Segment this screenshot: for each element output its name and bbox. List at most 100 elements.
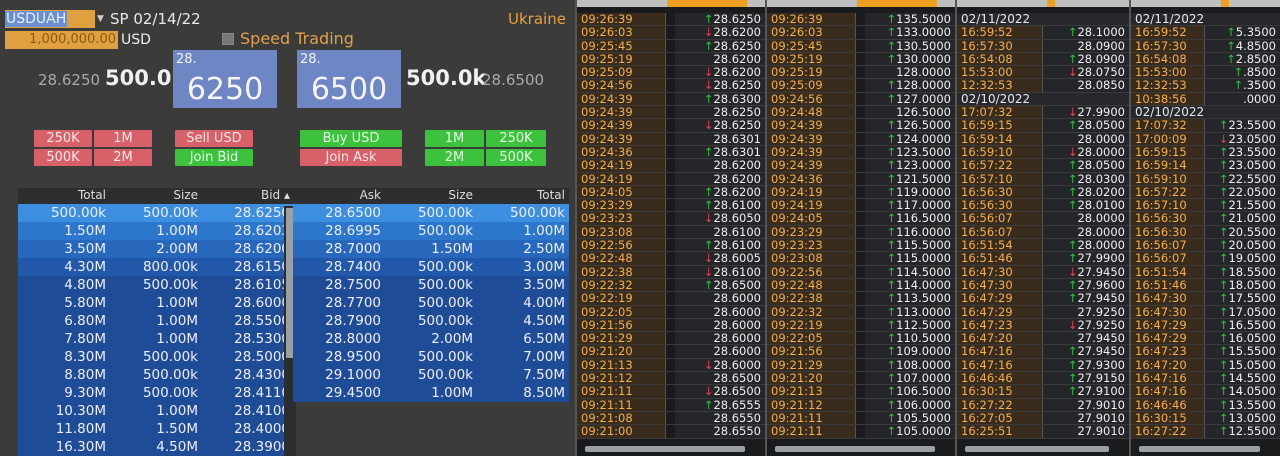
tick-row[interactable]: 09:24:19 28.6200	[577, 159, 765, 173]
tick-row[interactable]: 09:22:56 ↑114.5000	[767, 265, 955, 279]
tick-row[interactable]: 15:53:00 ↑.8500	[1131, 66, 1280, 80]
buy-qty-2m-button[interactable]: 2M	[425, 149, 484, 166]
tick-row[interactable]: 09:24:19 ↑119.0000	[767, 185, 955, 200]
tick-row[interactable]: 09:22:05 ↑110.5000	[767, 331, 955, 346]
tick-row[interactable]: 16:51:54 ↑18.5500	[1131, 265, 1280, 279]
sell-qty-500k-button[interactable]: 500K	[34, 149, 92, 166]
tick-row[interactable]: 12:32:53 ↑.3500	[1131, 79, 1280, 93]
tick-row[interactable]: 09:22:38 ↑113.5000	[767, 292, 955, 306]
depth-row[interactable]: 6.80M 1.00M 28.5500	[18, 312, 294, 330]
tick-row[interactable]: 16:47:30 ↑17.5500	[1131, 292, 1280, 306]
tick-row[interactable]: 16:56:30 ↑28.0200	[957, 185, 1129, 200]
depth-row[interactable]: 28.6995 500.00k 1.00M	[293, 222, 569, 240]
tick-row[interactable]: 16:47:30 ↑27.9600	[957, 278, 1129, 293]
tick-row[interactable]: 09:22:48 ↑114.0000	[767, 278, 955, 293]
tick-row[interactable]: 16:59:52 ↑5.3500	[1131, 26, 1280, 40]
buy-qty-1m-button[interactable]: 1M	[425, 130, 484, 147]
tick-row[interactable]: 16:47:23 ↓27.9250	[957, 318, 1129, 333]
tick-row[interactable]: 09:21:29 ↑108.0000	[767, 358, 955, 373]
tick-row[interactable]: 09:24:39 28.6250	[577, 105, 765, 120]
horizontal-scrollbar[interactable]	[1139, 446, 1260, 452]
tick-row[interactable]: 09:21:00 28.6550	[577, 425, 765, 439]
buy-qty-250k-button[interactable]: 250K	[486, 130, 546, 147]
tick-row[interactable]: 09:25:19 128.0000	[767, 66, 955, 80]
tick-row[interactable]: 09:24:19 ↑117.0000	[767, 198, 955, 213]
tick-row[interactable]: 09:22:32 ↑113.0000	[767, 305, 955, 319]
tick-row[interactable]: 09:21:12 28.6500	[577, 371, 765, 386]
tick-row[interactable]: 09:24:39 ↑123.0000	[767, 159, 955, 173]
tick-row[interactable]: 09:26:39 ↑28.6250	[577, 12, 765, 27]
join-bid-button[interactable]: Join Bid	[175, 149, 253, 166]
depth-row[interactable]: 1.50M 1.00M 28.6203	[18, 222, 294, 240]
tick-row[interactable]: 16:57:10 ↑28.0300	[957, 172, 1129, 186]
tick-row[interactable]: 16:57:22 ↑28.0500	[957, 159, 1129, 173]
buy-qty-500k-button[interactable]: 500K	[486, 149, 546, 166]
tick-row[interactable]: 17:00:09 ↓23.0500	[1131, 132, 1280, 146]
tick-row[interactable]: 16:51:46 ↑27.9900	[957, 252, 1129, 266]
tick-row[interactable]: 09:21:11 ↑105.5000	[767, 411, 955, 426]
tick-row[interactable]: 17:07:32 ↓27.9900	[957, 105, 1129, 120]
tick-row[interactable]: 16:47:16 ↑14.5500	[1131, 371, 1280, 386]
tick-row[interactable]: 09:22:32 ↑28.6500	[577, 278, 765, 293]
tick-row[interactable]: 09:25:19 ↑130.0000	[767, 52, 955, 67]
tick-row[interactable]: 09:24:36 ↑121.5000	[767, 172, 955, 186]
depth-row[interactable]: 29.1000 500.00k 7.50M	[293, 366, 569, 384]
depth-row[interactable]: 28.7900 500.00k 4.50M	[293, 312, 569, 330]
tick-row[interactable]: 16:56:07 ↑19.0500	[1131, 252, 1280, 266]
horizontal-scrollbar[interactable]	[775, 446, 935, 452]
tick-row[interactable]: 16:57:22 ↑22.0500	[1131, 185, 1280, 200]
horizontal-scrollbar[interactable]	[585, 446, 745, 452]
depth-row[interactable]: 10.30M 1.00M 28.4100	[18, 402, 294, 420]
tick-row[interactable]: 16:51:46 ↑18.0500	[1131, 278, 1280, 293]
tick-row[interactable]: 16:30:15 ↑27.9100	[957, 385, 1129, 399]
tick-row[interactable]: 17:07:32 ↑23.5500	[1131, 119, 1280, 133]
tick-row[interactable]: 09:24:36 ↑28.6301	[577, 145, 765, 160]
tick-row[interactable]: 16:56:30 ↑21.0500	[1131, 212, 1280, 226]
tick-row[interactable]: 16:47:29 ↑16.5500	[1131, 318, 1280, 333]
tick-row[interactable]: 16:27:22 ↑12.5500	[1131, 425, 1280, 439]
sell-qty-250k-button[interactable]: 250K	[34, 130, 92, 147]
tick-row[interactable]: 16:47:30 ↑17.0500	[1131, 305, 1280, 319]
column-header[interactable]: Size	[173, 188, 198, 202]
tick-row[interactable]: 09:23:08 28.6100	[577, 225, 765, 240]
tick-row[interactable]: 09:25:09 ↓28.6200	[577, 66, 765, 80]
column-header[interactable]: Bid ▴	[260, 188, 290, 202]
tick-row[interactable]: 09:22:19 28.6000	[577, 292, 765, 306]
tick-row[interactable]: 09:24:39 ↓28.6250	[577, 119, 765, 133]
tick-row[interactable]: 16:59:14 28.0000	[957, 132, 1129, 146]
tick-row[interactable]: 16:59:15 ↑23.5500	[1131, 145, 1280, 160]
depth-row[interactable]: 500.00k 500.00k 28.6250	[18, 204, 294, 222]
tick-row[interactable]: 16:56:07 ↑20.0500	[1131, 238, 1280, 253]
tick-row[interactable]: 09:21:13 ↓28.6000	[577, 358, 765, 373]
tick-row[interactable]: 12:32:53 28.0850	[957, 79, 1129, 93]
tick-row[interactable]: 09:24:39 ↑28.6300	[577, 92, 765, 107]
depth-row[interactable]: 9.30M 500.00k 28.4110	[18, 384, 294, 402]
tick-row[interactable]: 09:24:05 ↑116.5000	[767, 212, 955, 226]
tick-row[interactable]: 16:56:07 28.0000	[957, 225, 1129, 240]
tick-row[interactable]: 16:56:30 ↑28.0100	[957, 198, 1129, 213]
depth-row[interactable]: 28.6500 500.00k 500.00k	[293, 204, 569, 222]
column-header[interactable]: Total	[77, 188, 106, 202]
tick-row[interactable]: 16:47:20 27.9450	[957, 331, 1129, 346]
buy-usd-button[interactable]: Buy USD	[300, 130, 402, 147]
tick-row[interactable]: 09:24:48 126.5000	[767, 105, 955, 120]
depth-row[interactable]: 8.80M 500.00k 28.4300	[18, 366, 294, 384]
tick-row[interactable]: 09:22:48 ↓28.6005	[577, 252, 765, 266]
depth-row[interactable]: 28.7000 1.50M 2.50M	[293, 240, 569, 258]
tick-row[interactable]: 09:23:29 ↑116.0000	[767, 225, 955, 240]
tick-row[interactable]: 16:56:07 28.0000	[957, 212, 1129, 226]
tick-row[interactable]: 09:25:45 ↑130.5000	[767, 39, 955, 53]
sell-usd-button[interactable]: Sell USD	[175, 130, 253, 147]
tick-row[interactable]: 09:23:23 ↑115.5000	[767, 238, 955, 253]
speed-trading-checkbox[interactable]	[222, 33, 234, 45]
sell-qty-1m-button[interactable]: 1M	[94, 130, 152, 147]
tick-row[interactable]: 16:46:46 ↑13.5500	[1131, 398, 1280, 412]
tick-row[interactable]: 09:25:45 ↑28.6250	[577, 39, 765, 53]
tick-row[interactable]: 09:23:08 ↑115.0000	[767, 252, 955, 266]
tick-row[interactable]: 16:30:15 ↑13.0500	[1131, 411, 1280, 426]
depth-row[interactable]: 4.30M 800.00k 28.6150	[18, 258, 294, 276]
tick-row[interactable]: 09:21:11 ↓28.6500	[577, 385, 765, 399]
tick-row[interactable]: 16:47:29 27.9250	[957, 305, 1129, 319]
column-header[interactable]: Ask	[359, 188, 381, 202]
tick-row[interactable]: 16:57:30 28.0900	[957, 39, 1129, 53]
